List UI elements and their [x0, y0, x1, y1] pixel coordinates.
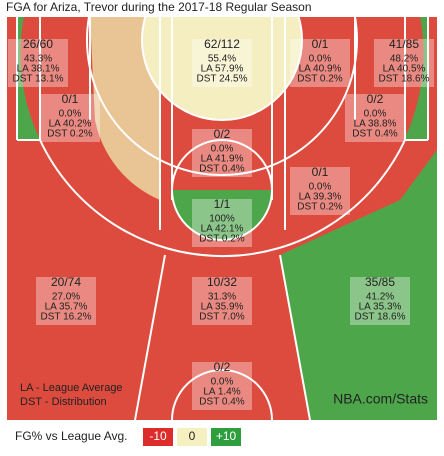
legend-item: 0: [189, 429, 196, 443]
zone-pct: 0.0%: [309, 182, 332, 193]
zone-pct: 0.0%: [211, 377, 234, 388]
zone-pct: 43.3%: [24, 54, 52, 65]
zone-fg: 35/85: [365, 275, 395, 289]
zone-fg: 20/74: [51, 275, 81, 289]
zone-box: [192, 129, 252, 177]
zone-box: [290, 39, 350, 87]
legend-label: FG% vs League Avg.: [15, 429, 128, 443]
note: DST - Distribution: [20, 396, 107, 408]
legend-swatch: [177, 428, 207, 446]
zone-box: [290, 167, 350, 215]
zone-fg: 1/1: [214, 197, 231, 211]
zone-fg: 0/1: [312, 165, 329, 179]
legend-item: -10: [149, 429, 167, 443]
zone-la: LA 35.9%: [201, 302, 244, 313]
note: LA - League Average: [20, 382, 123, 394]
zone-la: LA 41.9%: [201, 154, 244, 165]
zone-box: [36, 277, 96, 325]
zone-la: LA 38.1%: [17, 64, 60, 75]
zone-pct: 100%: [209, 214, 235, 225]
zone-dst: DST 0.2%: [47, 129, 92, 140]
zone-la: LA 39.3%: [299, 192, 342, 203]
zone-la: LA 40.2%: [49, 119, 92, 130]
zone-box: [192, 199, 252, 247]
zone-pct: 48.2%: [390, 54, 418, 65]
zone-pct: 55.4%: [208, 54, 236, 65]
zone-box: [350, 277, 410, 325]
zone-la: LA 38.8%: [354, 119, 397, 130]
court: [7, 17, 437, 420]
zone-fg: 26/60: [23, 37, 53, 51]
legend: -10 0 +10: [143, 428, 241, 446]
zone-box: [192, 277, 252, 325]
watermark: NBA.com/Stats: [333, 391, 428, 407]
zone-dst: DST 0.2%: [297, 202, 342, 213]
zone-pct: 0.0%: [364, 109, 387, 120]
zone-box: [40, 94, 100, 142]
zone-dst: DST 18.6%: [355, 312, 406, 323]
zone-la: LA 57.9%: [201, 64, 244, 75]
zone-fg: 0/1: [312, 37, 329, 51]
zone-box: [345, 94, 405, 142]
zone-pct: 27.0%: [52, 292, 80, 303]
zone-fg: 0/2: [214, 127, 231, 141]
zone-dst: DST 0.4%: [352, 129, 397, 140]
zone-la: LA 1.4%: [203, 387, 240, 398]
zone-box: [374, 39, 434, 87]
zone-la: LA 40.9%: [299, 64, 342, 75]
zone-dst: DST 7.0%: [199, 312, 244, 323]
zone-fg: 62/112: [204, 37, 240, 51]
zone-dst: DST 0.2%: [297, 74, 342, 85]
zone-dst: DST 0.4%: [199, 164, 244, 175]
zone-pct: 0.0%: [211, 144, 234, 155]
zone-pct: 31.3%: [208, 292, 236, 303]
legend-swatch: [211, 428, 241, 446]
legend-swatch: [143, 428, 173, 446]
zone-fg: 0/2: [214, 360, 231, 374]
zone-dst: DST 13.1%: [13, 74, 64, 85]
zone-dst: DST 0.2%: [199, 234, 244, 245]
zone-box: [8, 39, 68, 87]
zone-dst: DST 0.4%: [199, 397, 244, 408]
zone-fg: 0/2: [367, 92, 384, 106]
zone-pct: 0.0%: [59, 109, 82, 120]
zone-la: LA 35.3%: [359, 302, 402, 313]
zone-dst: DST 18.6%: [379, 74, 430, 85]
zone-la: LA 35.7%: [45, 302, 88, 313]
zone-fg: 10/32: [207, 275, 237, 289]
zone-la: LA 40.5%: [383, 64, 426, 75]
zone-fg: 41/85: [389, 37, 419, 51]
zone-box: [192, 362, 252, 410]
zone-dst: DST 16.2%: [41, 312, 92, 323]
zone-dst: DST 24.5%: [197, 74, 248, 85]
zone-pct: 41.2%: [366, 292, 394, 303]
zone-box: [192, 39, 252, 87]
zone-la: LA 42.1%: [201, 224, 244, 235]
zone-pct: 0.0%: [309, 54, 332, 65]
title: FGA for Ariza, Trevor during the 2017-18…: [6, 0, 312, 14]
legend-item: +10: [216, 429, 237, 443]
zone-fg: 0/1: [62, 92, 79, 106]
